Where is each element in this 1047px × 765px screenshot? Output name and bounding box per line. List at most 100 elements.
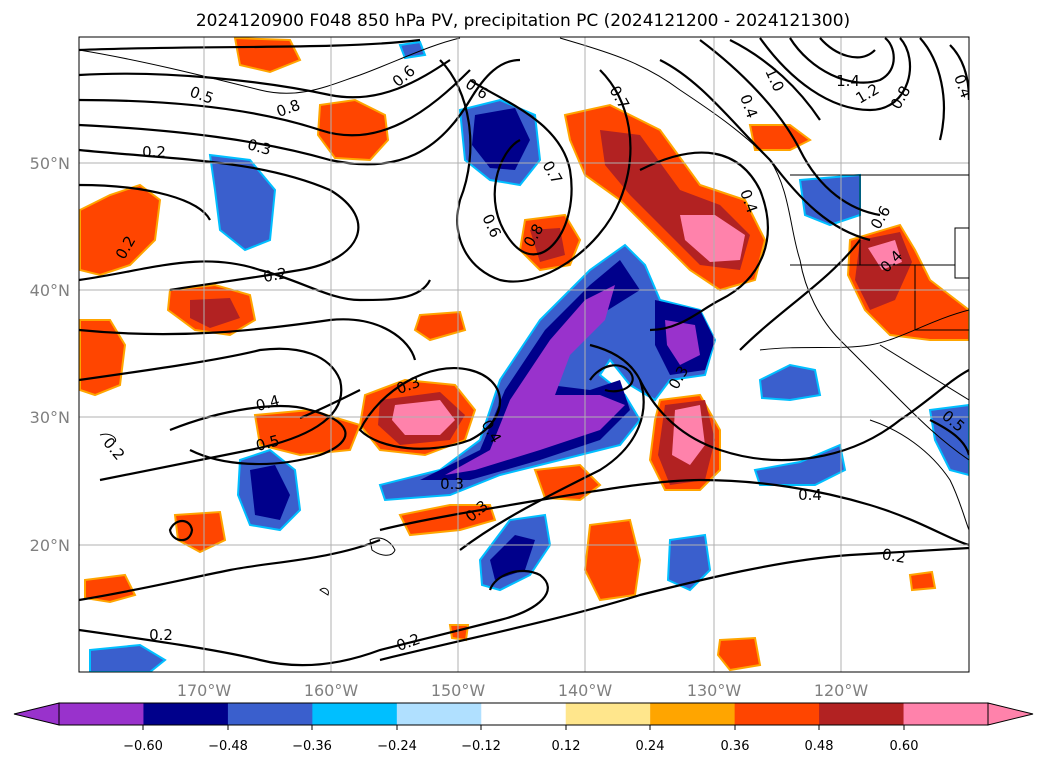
colorbar-segment bbox=[143, 703, 229, 725]
precip-blob bbox=[79, 319, 127, 397]
political-boundaries bbox=[790, 174, 969, 401]
colorbar-segment bbox=[312, 703, 398, 725]
colorbar-extend-max bbox=[987, 702, 1034, 726]
pv-contour bbox=[79, 347, 343, 482]
pv-contour bbox=[79, 183, 211, 221]
contour-label: 0.4 bbox=[798, 486, 822, 504]
lon-label-160w: 160°W bbox=[304, 681, 359, 700]
colorbar-tick-label: 0.48 bbox=[805, 739, 834, 754]
precip-blob bbox=[316, 98, 390, 162]
coastline bbox=[99, 433, 117, 443]
longitude-labels: 170°W 160°W 150°W 140°W 130°W 120°W bbox=[177, 681, 869, 700]
coastline bbox=[559, 37, 969, 461]
colorbar-segment bbox=[59, 703, 144, 725]
pv-contour bbox=[168, 519, 194, 542]
pv-contour bbox=[729, 39, 821, 121]
pv-contour bbox=[79, 38, 421, 52]
pv-contour bbox=[699, 39, 881, 217]
colorbar-tick-label: −0.12 bbox=[461, 739, 501, 754]
precip-blob bbox=[908, 570, 937, 592]
pv-contour bbox=[739, 239, 861, 351]
colorbar-frame bbox=[58, 702, 989, 726]
precip-blob bbox=[84, 573, 137, 604]
colorbar-tick-label: 0.60 bbox=[890, 739, 919, 754]
pv-contour bbox=[79, 58, 521, 166]
lon-label-170w: 170°W bbox=[177, 681, 232, 700]
colorbar-segment bbox=[227, 703, 313, 725]
contour-label: 0.3 bbox=[440, 475, 464, 493]
graticule bbox=[79, 37, 969, 672]
colorbar-segment bbox=[481, 703, 567, 725]
precip-blob bbox=[748, 124, 812, 151]
precip-blob bbox=[413, 310, 467, 342]
colorbar-tick-label: −0.24 bbox=[377, 739, 417, 754]
colorbar-segment bbox=[565, 703, 651, 725]
colorbar-tick-label: 0.24 bbox=[636, 739, 665, 754]
precip-blob bbox=[716, 636, 762, 672]
pv-contour bbox=[929, 419, 969, 456]
precip-blob bbox=[445, 285, 625, 475]
figure-title: 2024120900 F048 850 hPa PV, precipitatio… bbox=[196, 11, 850, 31]
pv-contour bbox=[79, 570, 549, 667]
coastline bbox=[319, 587, 329, 596]
border-us-mexico bbox=[879, 344, 969, 401]
colorbar-segment bbox=[819, 703, 905, 725]
pv-contours bbox=[79, 37, 969, 667]
pv-contour bbox=[79, 318, 417, 361]
coastline bbox=[759, 309, 969, 351]
precip-blob bbox=[89, 643, 167, 672]
colorbar-tick-label: 0.36 bbox=[721, 739, 750, 754]
precip-blob bbox=[665, 320, 700, 365]
coastline bbox=[369, 537, 396, 556]
precip-blob bbox=[928, 403, 969, 477]
contour-label: 0.4 bbox=[254, 391, 282, 415]
coastline bbox=[79, 37, 461, 94]
contour-label: 0.2 bbox=[881, 545, 908, 567]
contour-label: 0.2 bbox=[149, 626, 173, 644]
precip-blob bbox=[472, 108, 530, 170]
precip-blob bbox=[798, 173, 861, 227]
contour-label: 0.3 bbox=[245, 135, 273, 159]
pv-contour bbox=[639, 151, 769, 332]
colorbar-tick-label: −0.36 bbox=[292, 739, 332, 754]
pv-contour bbox=[789, 37, 895, 84]
pv-contour bbox=[759, 37, 912, 112]
colorbar-tick-label: −0.48 bbox=[208, 739, 248, 754]
precip-blob bbox=[208, 153, 277, 252]
lat-label-40n: 40°N bbox=[30, 281, 70, 300]
precip-blob bbox=[79, 183, 162, 277]
lat-label-30n: 30°N bbox=[30, 408, 70, 427]
pv-contour bbox=[379, 546, 969, 662]
colorbar-tick-label: 0.12 bbox=[552, 739, 581, 754]
colorbar-segment bbox=[396, 703, 482, 725]
lon-label-150w: 150°W bbox=[431, 681, 486, 700]
precip-blob bbox=[583, 518, 642, 602]
precip-blob bbox=[758, 363, 822, 402]
border-state bbox=[914, 265, 969, 331]
latitude-labels: 50°N 40°N 30°N 20°N bbox=[30, 154, 70, 555]
precip-positive-shading bbox=[79, 37, 969, 672]
lat-label-50n: 50°N bbox=[30, 154, 70, 173]
pv-contour bbox=[819, 37, 876, 59]
pv-contour bbox=[589, 364, 634, 393]
contour-label: 1.4 bbox=[836, 72, 860, 90]
pv-contour bbox=[379, 478, 969, 547]
pv-contour bbox=[169, 405, 347, 466]
precip-blob bbox=[490, 535, 535, 580]
pv-contour bbox=[79, 59, 451, 99]
precip-blob bbox=[398, 40, 427, 60]
precip-blob bbox=[250, 465, 290, 520]
pv-contour bbox=[79, 538, 381, 602]
coastlines bbox=[79, 37, 969, 596]
pv-contour bbox=[919, 37, 946, 141]
colorbar-segment bbox=[903, 703, 989, 725]
border-state bbox=[954, 227, 969, 279]
lon-label-130w: 130°W bbox=[687, 681, 742, 700]
precip-blob bbox=[190, 298, 240, 328]
contour-label: 0.5 bbox=[254, 431, 282, 455]
lon-label-120w: 120°W bbox=[814, 681, 869, 700]
map-panel: 0.2 0.5 0.3 0.8 0.6 0.7 1.0 1.4 1.2 0.8 … bbox=[78, 36, 970, 673]
contour-label: 0.2 bbox=[262, 264, 289, 286]
pv-contour bbox=[79, 148, 360, 292]
